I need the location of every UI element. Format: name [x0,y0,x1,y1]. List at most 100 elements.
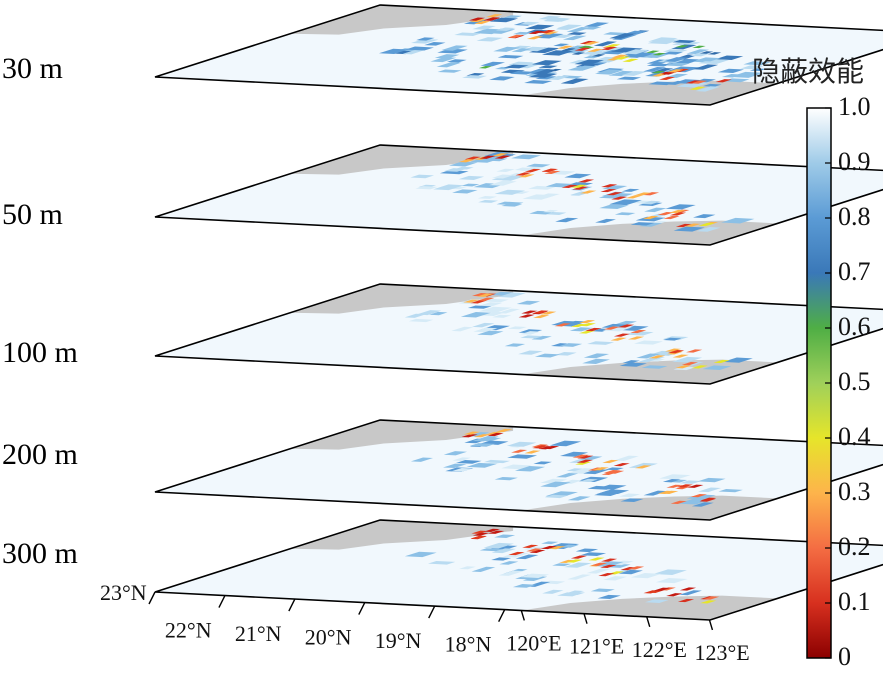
heat-cell [570,323,587,328]
heat-cell [534,353,561,358]
heat-cell [451,326,474,332]
heat-cell [616,76,642,81]
depth-layers [154,4,883,621]
heat-cell [671,356,703,363]
heat-cell [524,450,541,454]
heat-cell [601,46,618,51]
heat-cell [675,365,692,369]
heat-cell [555,352,577,356]
heat-cell [560,544,579,548]
land [521,495,778,520]
heat-cell [604,44,621,48]
heat-cell [470,536,487,540]
heat-cell [580,456,603,461]
heat-cell [675,45,689,48]
heat-cell [498,292,526,298]
heat-cell [454,32,482,36]
heat-cell [653,569,687,576]
heat-cell [666,484,683,488]
heat-cell [555,25,581,30]
heat-cell [665,62,690,67]
heat-cell [488,530,505,534]
heat-cell [659,474,691,480]
heat-cell [696,227,721,232]
heat-cell [572,454,589,458]
heat-cell [559,320,588,327]
heat-cell [622,360,640,364]
heat-cell [528,47,560,54]
heat-cell [691,365,708,369]
heat-cell [526,548,543,552]
colorbar-tick-label: 0.4 [838,422,871,451]
heat-cell [554,323,571,327]
heat-cell [676,484,693,488]
heat-cell [437,69,462,73]
heat-cell [608,70,636,77]
heat-cell [695,57,721,62]
heat-cell [524,546,547,550]
heat-cell [541,50,574,56]
heat-cell [548,545,566,550]
heat-cell [478,297,495,301]
heat-cell [610,47,643,53]
heat-cell [689,86,706,90]
heat-cell [594,561,624,567]
heat-cell [531,335,552,340]
depth-layer [154,419,883,521]
heat-cell [549,440,582,447]
heat-cell [471,566,496,572]
heat-cell [533,461,552,465]
heat-cell [472,532,490,536]
colorbar-tick-label: 0.2 [838,532,871,561]
colorbar-title: 隐蔽效能 [752,55,865,88]
map-axes: 23°N 22°N 21°N 20°N 19°N 18°N 120°E 121°E 122°E 1… [100,580,750,665]
heat-cell [567,496,591,501]
heat-cell [515,172,532,176]
heat-cell [587,341,615,345]
heat-cell [577,468,609,475]
lat-tick [218,595,226,608]
heat-cell [621,70,648,76]
heat-cell [491,175,526,181]
heat-cell [472,293,489,297]
heat-cell [707,52,722,55]
heat-cell [666,593,683,597]
heat-cell [673,226,705,232]
heat-cell [514,466,546,472]
lat-tick-label: 20°N [305,625,352,650]
heat-cell [567,574,592,580]
heat-cell [540,311,557,315]
heat-cell [622,58,639,62]
heat-cell [603,326,620,330]
heat-cell [577,179,595,183]
heat-cell [580,190,597,194]
heat-cell [555,217,579,223]
heat-cell [539,29,556,34]
land [290,5,514,35]
colorbar-tick-label: 0.7 [838,257,871,286]
heat-cell [436,62,462,68]
heat-cell [605,467,624,471]
lat-tick [148,591,156,605]
lon-tick-label: 121°E [569,634,624,659]
heat-cell [498,570,524,576]
heat-cell [463,431,480,435]
lat-tick [358,602,366,615]
heat-cell [579,330,596,334]
heat-cell [494,189,526,195]
heat-cell [703,596,720,600]
colorbar-tick-label: 0.9 [838,147,871,176]
heat-cell [516,300,541,305]
land [290,420,514,450]
heat-cell [592,467,609,471]
heat-cell [686,494,716,500]
heat-cell [540,481,571,488]
heat-cell [613,333,631,337]
heat-cell [594,69,624,75]
heat-cell [665,204,696,210]
heat-cell [524,79,553,84]
heat-cell [666,80,687,85]
heat-cell [470,300,487,304]
heat-cell [567,66,593,71]
heat-cell [472,25,496,30]
